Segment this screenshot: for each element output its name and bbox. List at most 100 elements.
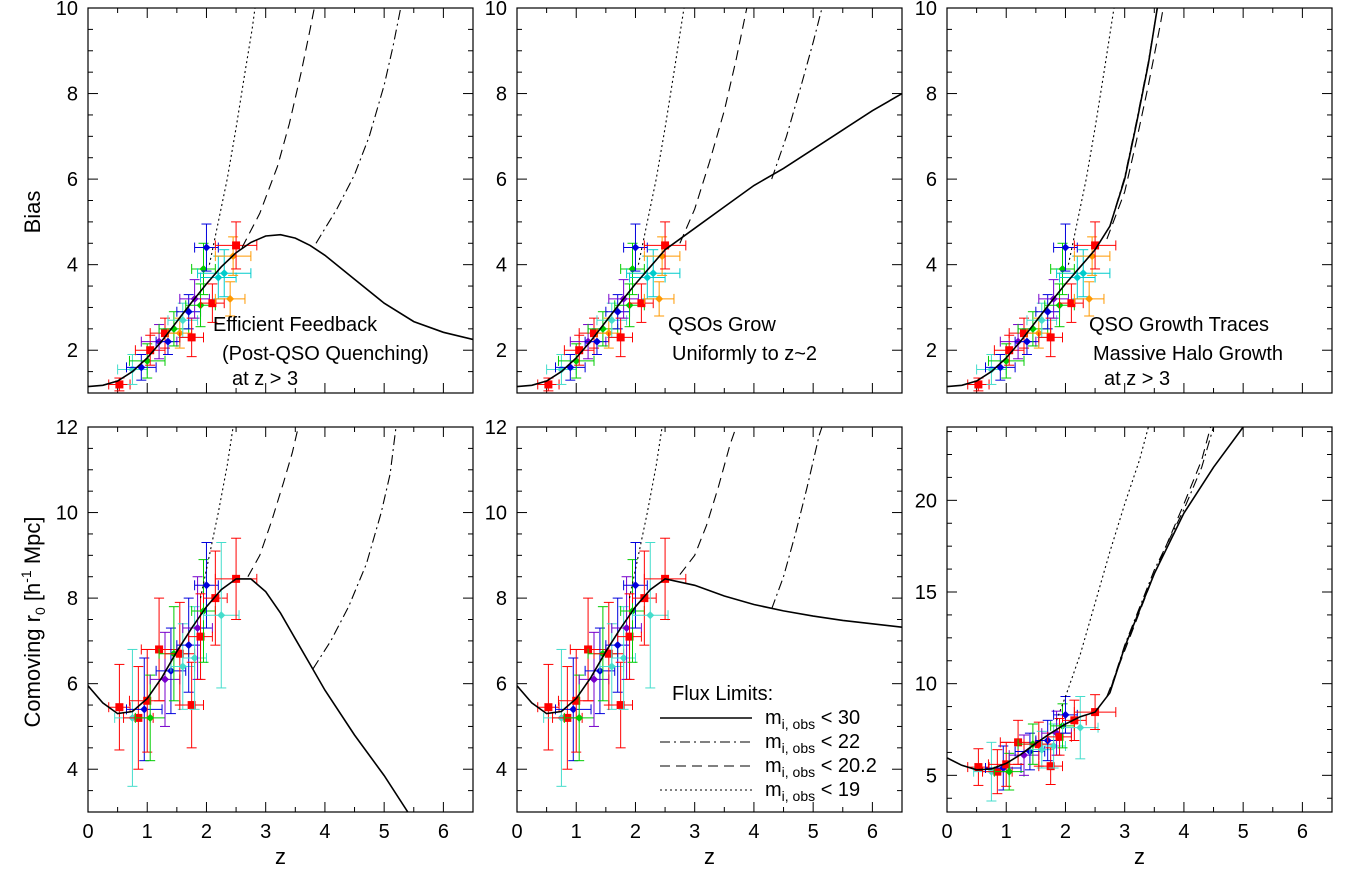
- model-curves: [517, 8, 902, 388]
- y-tick-label: 6: [496, 169, 507, 191]
- curve-dashed: [679, 8, 748, 244]
- x-tick-label: 6: [438, 821, 449, 843]
- data-point: [578, 631, 610, 727]
- y-tick-label: 12: [485, 417, 507, 439]
- data-point: [608, 661, 633, 749]
- data-point: [563, 674, 595, 762]
- diamond-marker: [1076, 723, 1085, 732]
- x-axis-title: z: [1134, 844, 1145, 869]
- curve-solid: [947, 8, 1159, 388]
- x-tick-label: 0: [82, 821, 93, 843]
- data-point: [200, 255, 237, 300]
- x-tick-label: 4: [319, 821, 330, 843]
- curve-dotted: [1056, 427, 1149, 721]
- y-axis-title-r0-sup: -1: [18, 570, 34, 583]
- y-axis-title-r0: Comoving r0 [h-1 Mpc]: [18, 517, 48, 728]
- curve-dash-dot: [1109, 8, 1158, 227]
- data-point: [555, 354, 586, 381]
- diamond-marker: [202, 243, 211, 252]
- panel-frame: [516, 426, 903, 813]
- data-point: [593, 601, 625, 706]
- data-point: [194, 542, 219, 629]
- data-point: [194, 223, 219, 272]
- square-marker: [187, 333, 196, 342]
- diamond-marker: [631, 243, 640, 252]
- y-tick-label: 8: [926, 84, 937, 106]
- data-point: [126, 354, 157, 381]
- square-marker: [115, 703, 124, 712]
- square-marker: [974, 763, 983, 772]
- y-axis-title-bias: Bias: [20, 191, 45, 234]
- curve-dotted: [199, 427, 234, 599]
- curve-dashed: [679, 427, 737, 575]
- x-tick-label: 1: [571, 821, 582, 843]
- diamond-marker: [619, 654, 628, 662]
- x-tick-label: 5: [808, 821, 819, 843]
- x-axis-title: z: [704, 844, 715, 869]
- legend-label: mi, obs < 20.2: [765, 755, 877, 780]
- square-marker: [572, 696, 581, 705]
- y-tick-label: 6: [67, 169, 78, 191]
- diamond-marker: [193, 624, 202, 633]
- data-points: [967, 221, 1117, 392]
- x-tick-label: 3: [260, 821, 271, 843]
- panel-frame: [946, 426, 1333, 813]
- curve-dashed: [1106, 8, 1164, 240]
- diamond-marker: [1088, 252, 1097, 261]
- data-point: [629, 255, 666, 300]
- data-point: [555, 657, 592, 762]
- square-marker: [1034, 740, 1043, 749]
- diamond-marker: [649, 269, 658, 278]
- square-marker: [544, 380, 553, 389]
- data-point: [134, 674, 166, 762]
- y-tick-label: 2: [496, 340, 507, 362]
- legend-entry: mi, obs < 30: [660, 707, 860, 732]
- diamond-marker: [226, 294, 235, 303]
- square-marker: [175, 649, 184, 658]
- y-tick-label: 10: [56, 503, 78, 525]
- square-marker: [640, 594, 649, 603]
- curve-solid: [947, 427, 1244, 771]
- y-axis-title-r0-suffix: Mpc]: [20, 517, 45, 571]
- curve-dash-dot: [771, 427, 823, 609]
- legend-label: mi, obs < 30: [765, 707, 860, 732]
- square-marker: [637, 299, 646, 308]
- y-tick-label: 10: [485, 503, 507, 525]
- data-point: [179, 317, 204, 358]
- y-tick-label: 5: [926, 765, 937, 787]
- diamond-marker: [146, 713, 155, 722]
- legend-entry: mi, obs < 22: [660, 731, 860, 756]
- panel-annotation: QSOs Grow: [668, 314, 776, 336]
- y-tick-label: 10: [915, 674, 937, 696]
- curve-dashed: [1106, 427, 1212, 697]
- square-marker: [1020, 329, 1028, 338]
- panel-top-middle: 2 4 6 8 10 QSOs Grow Uniformly to z~2: [485, 0, 903, 394]
- diamond-marker: [575, 713, 584, 722]
- data-point: [1073, 221, 1117, 270]
- legend-title: Flux Limits:: [672, 683, 773, 705]
- x-tick-label: 0: [941, 821, 952, 843]
- diamond-marker: [184, 641, 193, 650]
- panel-annotation: QSO Growth Traces: [1089, 314, 1269, 336]
- y-tick-label: 12: [56, 417, 78, 439]
- data-point: [608, 317, 633, 358]
- data-point: [611, 606, 636, 710]
- square-marker: [590, 329, 598, 338]
- y-tick-label: 8: [67, 84, 78, 106]
- diamond-marker: [607, 662, 616, 671]
- diamond-marker: [178, 662, 187, 671]
- data-point: [1062, 696, 1099, 760]
- square-marker: [196, 632, 205, 641]
- data-point: [203, 550, 228, 646]
- curve-dash-dot: [315, 8, 402, 244]
- diamond-marker: [214, 273, 223, 282]
- panel-top-left: 2 4 6 8 10 Efficient Feedback (Post-QSO Quench…: [56, 0, 474, 394]
- diamond-marker: [569, 705, 578, 714]
- y-tick-label: 10: [915, 0, 937, 20]
- panel-annotation: Uniformly to z~2: [672, 343, 817, 365]
- y-tick-label: 8: [496, 84, 507, 106]
- y-tick-label: 4: [496, 255, 507, 277]
- diamond-marker: [1005, 767, 1014, 776]
